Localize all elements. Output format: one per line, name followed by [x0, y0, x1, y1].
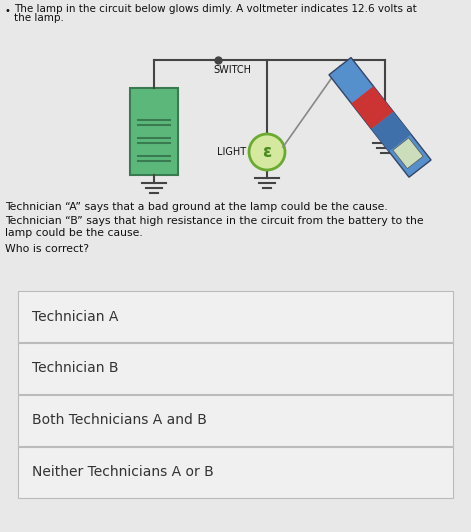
Text: SWITCH: SWITCH	[213, 65, 251, 75]
Text: Technician A: Technician A	[32, 310, 118, 323]
Text: Who is correct?: Who is correct?	[5, 244, 89, 254]
Text: Neither Technicians A or B: Neither Technicians A or B	[32, 466, 214, 479]
Circle shape	[249, 134, 285, 170]
Text: the lamp.: the lamp.	[14, 13, 64, 23]
Bar	[130, 88, 178, 175]
Bar	[329, 57, 431, 177]
Text: Technician “B” says that high resistance in the circuit from the battery to the: Technician “B” says that high resistance…	[5, 216, 423, 226]
Bar	[393, 138, 423, 169]
Bar	[371, 112, 411, 152]
Text: Technician “A” says that a bad ground at the lamp could be the cause.: Technician “A” says that a bad ground at…	[5, 202, 388, 212]
Text: ε: ε	[262, 143, 272, 161]
Text: LIGHT: LIGHT	[217, 147, 246, 157]
Text: Technician B: Technician B	[32, 362, 119, 376]
Bar	[18, 291, 453, 342]
Bar	[18, 447, 453, 498]
Text: •: •	[5, 6, 11, 16]
Bar	[18, 343, 453, 394]
Bar	[18, 395, 453, 446]
Text: lamp could be the cause.: lamp could be the cause.	[5, 228, 143, 238]
Bar	[351, 86, 393, 129]
Text: Both Technicians A and B: Both Technicians A and B	[32, 413, 207, 428]
Text: The lamp in the circuit below glows dimly. A voltmeter indicates 12.6 volts at: The lamp in the circuit below glows diml…	[14, 4, 417, 14]
